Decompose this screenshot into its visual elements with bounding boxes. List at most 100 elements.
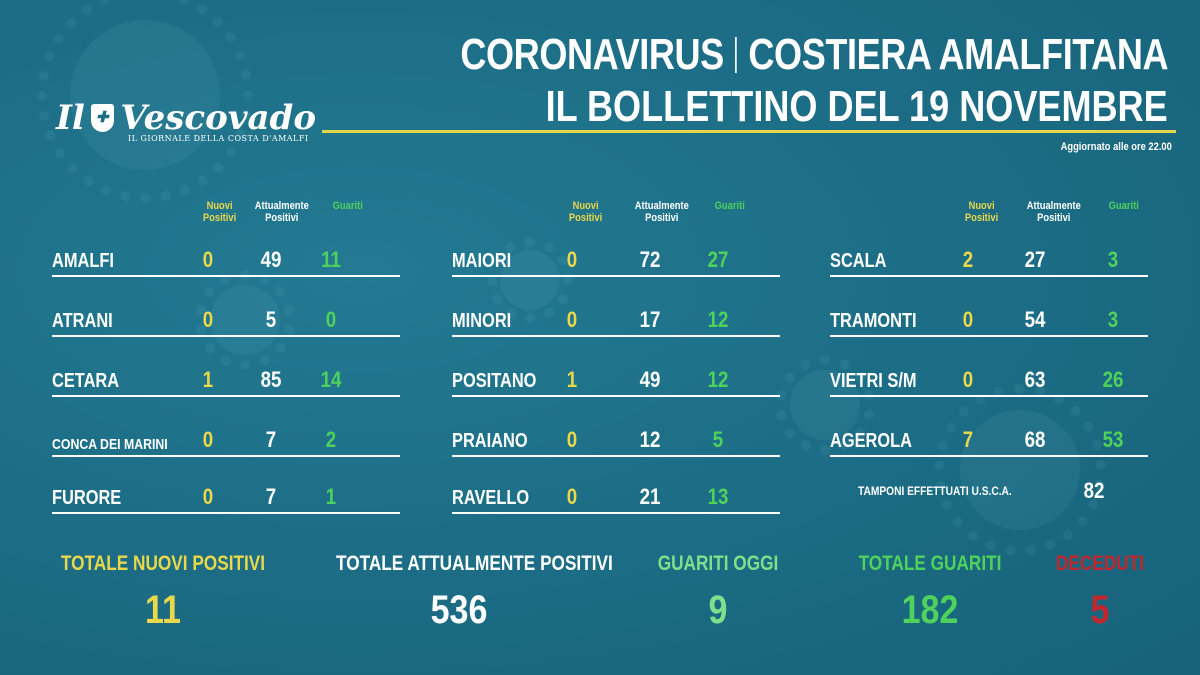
page-subtitle: IL BOLLETTINO DEL 19 NOVEMBRE bbox=[545, 82, 1168, 131]
table-row: CONCA DEI MARINI 0 7 2 bbox=[52, 425, 400, 457]
tamponi-value: 82 bbox=[1083, 478, 1105, 503]
new-positive-value: 7 bbox=[962, 427, 974, 452]
row-underline bbox=[452, 395, 780, 397]
tamponi-label: TAMPONI EFFETTUATI U.S.C.A. bbox=[858, 484, 1012, 498]
shield-icon bbox=[90, 104, 115, 132]
municipality-name: VIETRI S/M bbox=[830, 370, 917, 392]
current-positive-value: 68 bbox=[1024, 427, 1046, 452]
table-row: AGEROLA 7 68 53 bbox=[830, 425, 1148, 457]
new-positive-value: 0 bbox=[962, 367, 974, 392]
row-underline bbox=[52, 455, 400, 457]
page-title: CORONAVIRUS COSTIERA AMALFITANA bbox=[460, 30, 1168, 80]
updated-time: Aggiornato alle ore 22.00 bbox=[1060, 141, 1172, 153]
current-positive-value: 7 bbox=[265, 427, 277, 452]
column-header-healed: Guariti bbox=[332, 200, 363, 212]
table-row: POSITANO 1 49 12 bbox=[452, 365, 780, 397]
current-positive-value: 72 bbox=[639, 247, 661, 272]
row-underline bbox=[830, 395, 1148, 397]
deaths-value: 5 bbox=[1090, 588, 1110, 632]
current-positive-value: 85 bbox=[260, 367, 282, 392]
total-healed-value: 182 bbox=[901, 588, 959, 632]
table-row: VIETRI S/M 0 63 26 bbox=[830, 365, 1148, 397]
table-row: TRAMONTI 0 54 3 bbox=[830, 305, 1148, 337]
logo: Il Vescovado IL GIORNALE DELLA COSTA D'A… bbox=[56, 98, 316, 143]
row-underline bbox=[452, 335, 780, 337]
healed-today: GUARITI OGGI 9 bbox=[568, 552, 868, 633]
table-row: SCALA 2 27 3 bbox=[830, 245, 1148, 277]
row-underline bbox=[52, 395, 400, 397]
new-positive-value: 1 bbox=[566, 367, 578, 392]
current-positive-value: 5 bbox=[265, 307, 277, 332]
municipality-name: PRAIANO bbox=[452, 430, 528, 452]
virus-decoration-icon bbox=[933, 383, 1107, 557]
column-header-new-positive: Nuovi Positivi bbox=[568, 200, 603, 224]
column-header-current-positive: Attualmente Positivi bbox=[634, 200, 689, 224]
municipality-name: MAIORI bbox=[452, 250, 512, 272]
municipality-name: FURORE bbox=[52, 487, 122, 509]
table-row: MINORI 0 17 12 bbox=[452, 305, 780, 337]
total-new-positive: TOTALE NUOVI POSITIVI 11 bbox=[13, 552, 313, 633]
total-healed-label: TOTALE GUARITI bbox=[858, 552, 1002, 575]
total-new-positive-value: 11 bbox=[145, 588, 181, 632]
healed-value: 26 bbox=[1102, 367, 1124, 392]
healed-value: 11 bbox=[321, 247, 341, 272]
municipality-name: SCALA bbox=[830, 250, 887, 272]
current-positive-value: 21 bbox=[639, 484, 661, 509]
row-underline bbox=[452, 512, 780, 514]
new-positive-value: 0 bbox=[202, 307, 214, 332]
municipality-name: AMALFI bbox=[52, 250, 114, 272]
healed-today-value: 9 bbox=[708, 588, 728, 632]
municipality-name: ATRANI bbox=[52, 310, 113, 332]
row-underline bbox=[830, 275, 1148, 277]
title-left: CORONAVIRUS bbox=[460, 30, 724, 79]
healed-value: 14 bbox=[320, 367, 342, 392]
column-header-healed: Guariti bbox=[714, 200, 745, 212]
row-underline bbox=[52, 335, 400, 337]
new-positive-value: 2 bbox=[962, 247, 974, 272]
municipality-name: POSITANO bbox=[452, 370, 537, 392]
new-positive-value: 0 bbox=[202, 247, 214, 272]
healed-today-label: GUARITI OGGI bbox=[657, 552, 779, 575]
logo-text-left: Il bbox=[56, 98, 85, 138]
column-header-new-positive: Nuovi Positivi bbox=[202, 200, 237, 224]
virus-decoration-icon bbox=[486, 236, 574, 324]
title-right: COSTIERA AMALFITANA bbox=[748, 30, 1168, 79]
total-healed: TOTALE GUARITI 182 bbox=[780, 552, 1080, 633]
table-row: AMALFI 0 49 11 bbox=[52, 245, 400, 277]
table-row: FURORE 0 7 1 bbox=[52, 482, 400, 514]
healed-value: 53 bbox=[1102, 427, 1124, 452]
deaths: DECEDUTI 5 bbox=[950, 552, 1200, 633]
column-header-healed: Guariti bbox=[1108, 200, 1139, 212]
healed-value: 3 bbox=[1107, 307, 1119, 332]
row-underline bbox=[452, 275, 780, 277]
municipality-name: TRAMONTI bbox=[830, 310, 917, 332]
current-positive-value: 49 bbox=[639, 367, 661, 392]
new-positive-value: 0 bbox=[566, 307, 578, 332]
new-positive-value: 0 bbox=[566, 427, 578, 452]
deaths-label: DECEDUTI bbox=[1055, 552, 1145, 575]
current-positive-value: 7 bbox=[265, 484, 277, 509]
title-separator bbox=[735, 37, 737, 73]
healed-value: 0 bbox=[325, 307, 337, 332]
total-current-positive: TOTALE ATTUALMENTE POSITIVI 536 bbox=[309, 552, 613, 633]
new-positive-value: 0 bbox=[202, 484, 214, 509]
table-row: PRAIANO 0 12 5 bbox=[452, 425, 780, 457]
table-row: ATRANI 0 5 0 bbox=[52, 305, 400, 337]
new-positive-value: 1 bbox=[202, 367, 214, 392]
logo-text-right: Vescovado bbox=[120, 98, 316, 138]
column-header-new-positive: Nuovi Positivi bbox=[964, 200, 999, 224]
healed-value: 1 bbox=[325, 484, 337, 509]
total-current-positive-value: 536 bbox=[430, 588, 488, 632]
healed-value: 5 bbox=[712, 427, 724, 452]
total-new-positive-label: TOTALE NUOVI POSITIVI bbox=[60, 552, 266, 575]
municipality-name: MINORI bbox=[452, 310, 512, 332]
row-underline bbox=[830, 335, 1148, 337]
new-positive-value: 0 bbox=[566, 247, 578, 272]
current-positive-value: 12 bbox=[639, 427, 661, 452]
table-row: RAVELLO 0 21 13 bbox=[452, 482, 780, 514]
healed-value: 3 bbox=[1107, 247, 1119, 272]
new-positive-value: 0 bbox=[566, 484, 578, 509]
header-divider bbox=[322, 130, 1176, 133]
row-underline bbox=[52, 512, 400, 514]
